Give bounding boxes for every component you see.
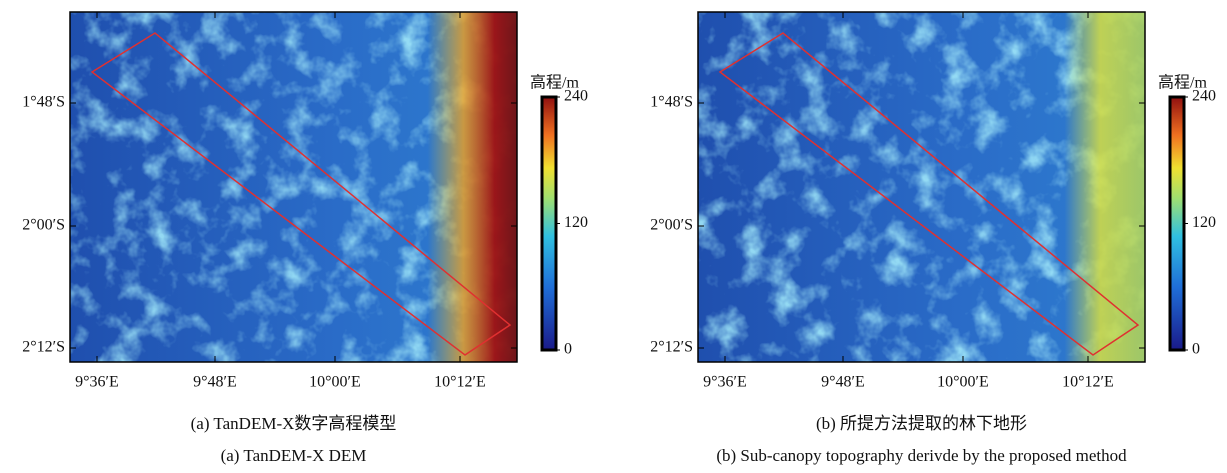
caption-en: (b) Sub-canopy topography derivde by the… <box>716 446 1127 465</box>
x-tick-label: 10°12′E <box>1062 374 1114 391</box>
terrain-highlands <box>698 12 1145 362</box>
colorbar-title: 高程/m <box>1158 74 1207 92</box>
terrain-highlands <box>70 12 517 362</box>
x-tick-label: 10°00′E <box>309 374 361 391</box>
colorbar-title: 高程/m <box>530 74 579 92</box>
caption-en: (a) TanDEM-X DEM <box>221 446 367 465</box>
y-tick-label: 2°00′S <box>650 217 693 234</box>
map-frame <box>69 11 518 363</box>
colorbar-tick-label: 120 <box>564 214 588 231</box>
colorbar <box>540 95 558 352</box>
y-tick-label: 2°12′S <box>22 339 65 356</box>
x-tick-label: 9°48′E <box>821 374 865 391</box>
x-tick-label: 10°00′E <box>937 374 989 391</box>
x-tick-label: 9°36′E <box>703 374 747 391</box>
x-tick-label: 9°36′E <box>75 374 119 391</box>
caption-cn: (a) TanDEM-X数字高程模型 <box>191 414 397 433</box>
colorbar-tick-label: 240 <box>1192 88 1216 105</box>
colorbar-tick-label: 240 <box>564 88 588 105</box>
colorbar-tick-label: 120 <box>1192 214 1216 231</box>
study-area-outline <box>718 32 1140 356</box>
x-tick-label: 10°12′E <box>434 374 486 391</box>
map-frame <box>697 11 1146 363</box>
colorbar-tick-label: 0 <box>1192 341 1200 358</box>
caption-cn: (b) 所提方法提取的林下地形 <box>816 414 1027 433</box>
colorbar <box>1168 95 1186 352</box>
y-tick-label: 1°48′S <box>650 94 693 111</box>
x-tick-label: 9°48′E <box>193 374 237 391</box>
y-tick-label: 2°12′S <box>650 339 693 356</box>
y-tick-label: 1°48′S <box>22 94 65 111</box>
colorbar-tick-label: 0 <box>564 341 572 358</box>
study-area-outline <box>90 32 512 356</box>
y-tick-label: 2°00′S <box>22 217 65 234</box>
